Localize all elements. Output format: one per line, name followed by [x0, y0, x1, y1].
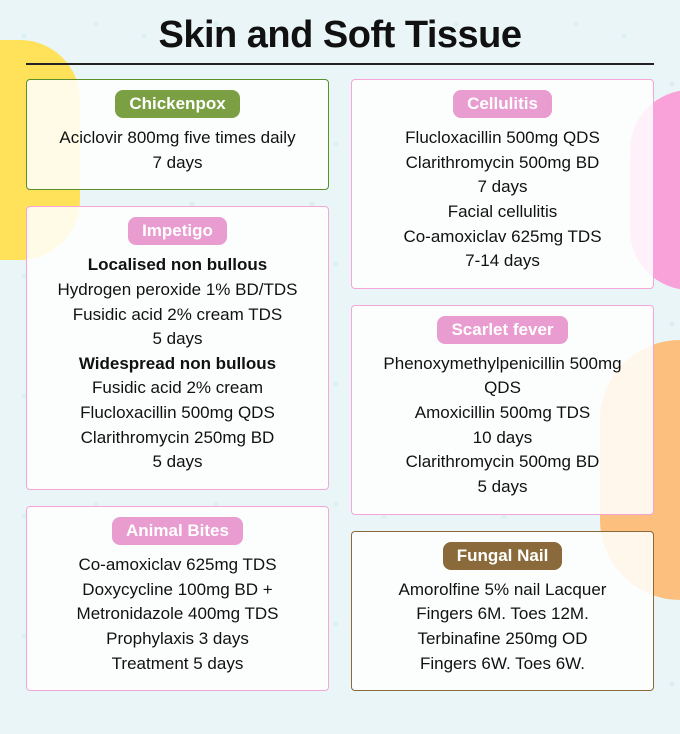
card-impetigo: Impetigo Localised non bullousHydrogen pe…: [26, 206, 329, 490]
card-line: Fusidic acid 2% cream TDS: [39, 303, 316, 328]
card-tag: Scarlet fever: [437, 316, 567, 344]
card-line: Flucloxacillin 500mg QDS: [364, 126, 641, 151]
card-chickenpox: Chickenpox Aciclovir 800mg five times dai…: [26, 79, 329, 190]
card-line: Facial cellulitis: [364, 200, 641, 225]
card-scarlet-fever: Scarlet fever Phenoxymethylpenicillin 500…: [351, 305, 654, 515]
card-tag: Animal Bites: [112, 517, 243, 545]
card-line: Hydrogen peroxide 1% BD/TDS: [39, 278, 316, 303]
card-line: Flucloxacillin 500mg QDS: [39, 401, 316, 426]
card-line: Metronidazole 400mg TDS: [39, 602, 316, 627]
card-line: Fusidic acid 2% cream: [39, 376, 316, 401]
card-line: Clarithromycin 250mg BD: [39, 426, 316, 451]
card-line: 5 days: [364, 475, 641, 500]
card-line: 5 days: [39, 450, 316, 475]
card-line: Prophylaxis 3 days: [39, 627, 316, 652]
title-rule: [26, 63, 654, 65]
card-line: Clarithromycin 500mg BD: [364, 151, 641, 176]
card-line: Co-amoxiclav 625mg TDS: [39, 553, 316, 578]
card-line: Clarithromycin 500mg BD: [364, 450, 641, 475]
card-tag: Impetigo: [128, 217, 227, 245]
card-line: Fingers 6M. Toes 12M.: [364, 602, 641, 627]
card-line: Fingers 6W. Toes 6W.: [364, 652, 641, 677]
card-line: Amorolfine 5% nail Lacquer: [364, 578, 641, 603]
column-left: Chickenpox Aciclovir 800mg five times dai…: [26, 79, 329, 691]
card-line: Localised non bullous: [39, 253, 316, 278]
page-title: Skin and Soft Tissue: [26, 14, 654, 57]
card-line: 5 days: [39, 327, 316, 352]
card-line: 10 days: [364, 426, 641, 451]
card-line: 7 days: [39, 151, 316, 176]
card-fungal-nail: Fungal NailAmorolfine 5% nail LacquerFin…: [351, 531, 654, 692]
card-tag: Fungal Nail: [443, 542, 563, 570]
card-line: Widespread non bullous: [39, 352, 316, 377]
card-tag: Chickenpox: [115, 90, 239, 118]
card-cellulitis: Cellulitis Flucloxacillin 500mg QDSClarit…: [351, 79, 654, 289]
card-line: Phenoxymethylpenicillin 500mg QDS: [364, 352, 641, 401]
card-tag: Cellulitis: [453, 90, 552, 118]
card-line: Co-amoxiclav 625mg TDS: [364, 225, 641, 250]
card-line: Treatment 5 days: [39, 652, 316, 677]
card-line: Amoxicillin 500mg TDS: [364, 401, 641, 426]
card-line: Doxycycline 100mg BD +: [39, 578, 316, 603]
card-line: 7 days: [364, 175, 641, 200]
page: Skin and Soft Tissue Chickenpox Aciclovir…: [0, 0, 680, 691]
columns: Chickenpox Aciclovir 800mg five times dai…: [26, 79, 654, 691]
column-right: CellulitisFlucloxacillin 500mg QDSClarit…: [351, 79, 654, 691]
card-line: Aciclovir 800mg five times daily: [39, 126, 316, 151]
card-animal-bites: Animal Bites Co-amoxiclav 625mg TDSDoxycy…: [26, 506, 329, 691]
card-line: Terbinafine 250mg OD: [364, 627, 641, 652]
card-line: 7-14 days: [364, 249, 641, 274]
